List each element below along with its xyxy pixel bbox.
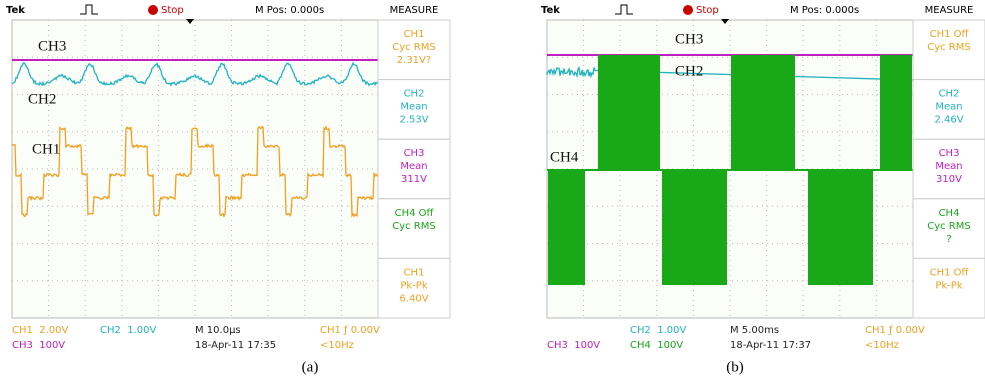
measure-text: CH2	[939, 89, 960, 100]
trace-label: CH3	[38, 38, 66, 54]
measure-text: CH1 Off	[930, 267, 970, 278]
trace-label: CH3	[675, 31, 703, 47]
measure-text: 310V	[936, 174, 962, 185]
measure-text: Mean	[935, 161, 962, 172]
measure-text: CH2	[404, 89, 425, 100]
measure-text: Cyc RMS	[927, 221, 971, 232]
footer-text: CH3 100V	[12, 340, 65, 351]
measure-text: 2.31V?	[397, 55, 431, 66]
measure-text: Cyc RMS	[927, 42, 971, 53]
brand: Tek	[541, 5, 560, 16]
measure-text: Cyc RMS	[392, 42, 436, 53]
stop-dot	[683, 5, 693, 15]
footer-text: CH2 1.00V	[630, 325, 686, 336]
measure-text: CH3	[939, 148, 960, 159]
footer-text: 18-Apr-11 17:37	[730, 340, 811, 351]
position: M Pos: 0.000s	[255, 5, 324, 16]
measure-text: CH3	[404, 148, 425, 159]
ch4-block	[662, 170, 727, 285]
trigger-icon	[80, 5, 98, 14]
trace-label: CH4	[550, 149, 579, 165]
footer-text: M 10.0µs	[195, 325, 241, 336]
footer-text: M 5.00ms	[730, 325, 779, 336]
trace-label: CH1	[32, 141, 60, 157]
measure-text: 6.40V	[399, 293, 428, 304]
measure-text: ?	[946, 234, 951, 245]
ch4-block	[598, 55, 660, 170]
measure-text: Mean	[935, 102, 962, 113]
measure-text: CH1	[404, 29, 425, 40]
measure-text: Pk-Pk	[400, 280, 427, 291]
footer-text: CH2 1.00V	[100, 325, 156, 336]
measure-text: CH1 Off	[930, 29, 970, 40]
footer-text: CH1 2.00V	[12, 325, 68, 336]
ch4-block	[808, 170, 873, 285]
stop-dot	[148, 5, 158, 15]
measure-text: Pk-Pk	[935, 280, 962, 291]
caption: (b)	[726, 359, 744, 375]
footer-text: <10Hz	[320, 340, 354, 351]
status: Stop	[696, 5, 719, 16]
page: CH3 CH2 CH1 Tek Stop M Pos: 0.000s MEASURE CH1 C…	[0, 0, 985, 378]
footer-text: CH1 ƒ 0.00V	[865, 325, 925, 336]
caption: (a)	[302, 359, 319, 375]
oscilloscope-panel: CH3 CH2 CH1 Tek Stop M Pos: 0.000s MEASURE CH1 C…	[6, 5, 450, 375]
measure-text: 311V	[401, 174, 427, 185]
trace-label: CH2	[675, 63, 703, 79]
footer-text: <10Hz	[865, 340, 899, 351]
footer-text: 18-Apr-11 17:35	[195, 340, 276, 351]
measure-text: Cyc RMS	[392, 221, 436, 232]
footer-text: CH4 100V	[630, 340, 683, 351]
menu: MEASURE	[925, 5, 974, 16]
measure-text: Mean	[400, 161, 427, 172]
measure-text: CH1	[404, 267, 425, 278]
measure-text: CH4	[939, 208, 960, 219]
menu: MEASURE	[390, 5, 439, 16]
ch4-block	[548, 170, 585, 285]
measure-text: 2.46V	[934, 115, 963, 126]
footer-text: CH1 ƒ 0.00V	[320, 325, 380, 336]
measure-text: 2.53V	[399, 115, 428, 126]
ch4-block	[731, 55, 795, 170]
measure-text: Mean	[400, 102, 427, 113]
trace-label: CH2	[28, 91, 56, 107]
figure: CH3 CH2 CH1 Tek Stop M Pos: 0.000s MEASURE CH1 C…	[0, 0, 985, 378]
measure-text: CH4 Off	[395, 208, 435, 219]
footer-text: CH3 100V	[547, 340, 600, 351]
oscilloscope-panel: CH3 CH2 CH4 Tek Stop M Pos: 0.000s MEASURE CH1 …	[541, 5, 985, 375]
trigger-icon	[615, 5, 633, 14]
position: M Pos: 0.000s	[790, 5, 859, 16]
brand: Tek	[6, 5, 25, 16]
status: Stop	[161, 5, 184, 16]
ch4-block	[880, 55, 912, 170]
